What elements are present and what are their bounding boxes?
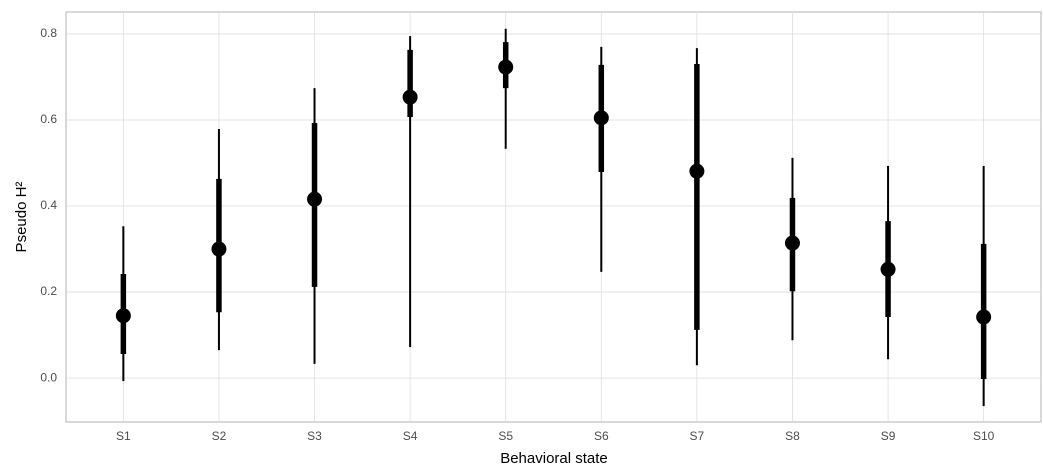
point (976, 309, 992, 325)
x-tick-label: S9 (881, 429, 896, 443)
x-tick-label: S4 (403, 429, 418, 443)
y-tick-label: 0.2 (40, 284, 57, 298)
x-tick-label: S10 (973, 429, 995, 443)
y-tick-label: 0.4 (40, 198, 57, 212)
x-tick-label: S8 (785, 429, 800, 443)
y-tick-label: 0.6 (40, 112, 57, 126)
y-tick-label: 0.0 (40, 370, 57, 384)
point (307, 191, 323, 207)
point (880, 261, 896, 277)
y-tick-label: 0.8 (40, 26, 57, 40)
point (115, 308, 131, 324)
point (402, 89, 418, 105)
point (211, 241, 227, 257)
y-axis-title: Pseudo H² (13, 182, 30, 253)
x-tick-label: S1 (116, 429, 131, 443)
point (593, 110, 609, 126)
x-tick-label: S3 (307, 429, 322, 443)
point (498, 59, 514, 75)
x-tick-label: S5 (498, 429, 513, 443)
x-tick-label: S2 (212, 429, 227, 443)
point (689, 163, 705, 179)
x-tick-label: S6 (594, 429, 609, 443)
x-axis-title: Behavioral state (500, 450, 608, 467)
panel-border (65, 11, 1042, 423)
x-tick-label: S7 (690, 429, 705, 443)
point (784, 235, 800, 251)
